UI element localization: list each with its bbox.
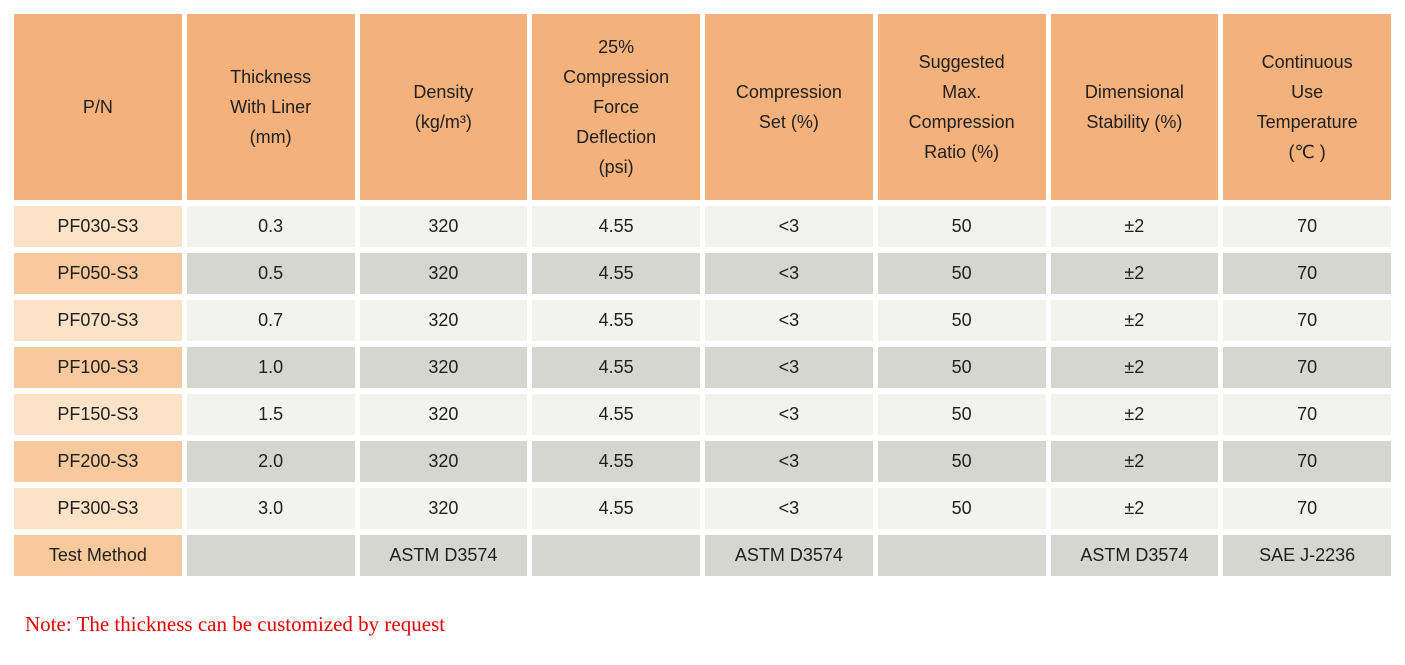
cell-test-method-value bbox=[186, 535, 355, 576]
cell-pn: PF200-S3 bbox=[14, 441, 182, 482]
table-row: PF100-S3 1.0 320 4.55 <3 50 ±2 70 bbox=[14, 347, 1391, 388]
cell-value: 0.7 bbox=[186, 300, 355, 341]
cell-value: ±2 bbox=[1050, 441, 1219, 482]
cell-value: 4.55 bbox=[532, 347, 700, 388]
column-header-pn: P/N bbox=[14, 14, 182, 200]
table-row: PF030-S3 0.3 320 4.55 <3 50 ±2 70 bbox=[14, 206, 1391, 247]
cell-value: 320 bbox=[359, 206, 528, 247]
cell-value: <3 bbox=[705, 347, 873, 388]
cell-value: 50 bbox=[877, 441, 1046, 482]
note-text: Note: The thickness can be customized by… bbox=[25, 612, 446, 636]
header-row: P/N Thickness With Liner (mm) Density (k… bbox=[14, 14, 1391, 200]
cell-value: 70 bbox=[1223, 394, 1391, 435]
cell-value: 50 bbox=[877, 488, 1046, 529]
cell-test-method-value: ASTM D3574 bbox=[359, 535, 528, 576]
table-row: PF050-S3 0.5 320 4.55 <3 50 ±2 70 bbox=[14, 253, 1391, 294]
cell-value: 70 bbox=[1223, 300, 1391, 341]
cell-pn: PF030-S3 bbox=[14, 206, 182, 247]
table-row: PF070-S3 0.7 320 4.55 <3 50 ±2 70 bbox=[14, 300, 1391, 341]
cell-value: <3 bbox=[705, 300, 873, 341]
cell-value: 320 bbox=[359, 488, 528, 529]
cell-value: 320 bbox=[359, 300, 528, 341]
cell-test-method-label: Test Method bbox=[14, 535, 182, 576]
cell-value: 320 bbox=[359, 394, 528, 435]
table-row: PF300-S3 3.0 320 4.55 <3 50 ±2 70 bbox=[14, 488, 1391, 529]
cell-pn: PF050-S3 bbox=[14, 253, 182, 294]
spec-table-header: P/N Thickness With Liner (mm) Density (k… bbox=[14, 14, 1391, 200]
cell-value: 70 bbox=[1223, 206, 1391, 247]
cell-value: 320 bbox=[359, 253, 528, 294]
cell-value: <3 bbox=[705, 206, 873, 247]
cell-value: 3.0 bbox=[186, 488, 355, 529]
cell-value: 50 bbox=[877, 347, 1046, 388]
cell-value: <3 bbox=[705, 441, 873, 482]
cell-value: 4.55 bbox=[532, 253, 700, 294]
cell-test-method-value bbox=[877, 535, 1046, 576]
spec-table: P/N Thickness With Liner (mm) Density (k… bbox=[9, 8, 1396, 582]
cell-value: ±2 bbox=[1050, 253, 1219, 294]
table-row: PF200-S3 2.0 320 4.55 <3 50 ±2 70 bbox=[14, 441, 1391, 482]
cell-pn: PF070-S3 bbox=[14, 300, 182, 341]
cell-value: ±2 bbox=[1050, 488, 1219, 529]
cell-value: 70 bbox=[1223, 488, 1391, 529]
cell-test-method-value: ASTM D3574 bbox=[1050, 535, 1219, 576]
cell-value: ±2 bbox=[1050, 300, 1219, 341]
cell-value: 50 bbox=[877, 206, 1046, 247]
cell-test-method-value bbox=[532, 535, 700, 576]
cell-pn: PF150-S3 bbox=[14, 394, 182, 435]
column-header-dimensional-stability: Dimensional Stability (%) bbox=[1050, 14, 1219, 200]
cell-value: 4.55 bbox=[532, 300, 700, 341]
cell-value: 50 bbox=[877, 300, 1046, 341]
cell-value: ±2 bbox=[1050, 347, 1219, 388]
cell-test-method-value: ASTM D3574 bbox=[705, 535, 873, 576]
cell-value: ±2 bbox=[1050, 206, 1219, 247]
test-method-row: Test Method ASTM D3574 ASTM D3574 ASTM D357… bbox=[14, 535, 1391, 576]
cell-value: 70 bbox=[1223, 253, 1391, 294]
cell-value: ±2 bbox=[1050, 394, 1219, 435]
column-header-max-compression-ratio: Suggested Max. Compression Ratio (%) bbox=[877, 14, 1046, 200]
cell-value: 4.55 bbox=[532, 441, 700, 482]
cell-test-method-value: SAE J-2236 bbox=[1223, 535, 1391, 576]
cell-value: 4.55 bbox=[532, 394, 700, 435]
cell-value: 4.55 bbox=[532, 206, 700, 247]
column-header-continuous-use-temperature: Continuous Use Temperature (℃ ) bbox=[1223, 14, 1391, 200]
cell-pn: PF300-S3 bbox=[14, 488, 182, 529]
spec-table-body: PF030-S3 0.3 320 4.55 <3 50 ±2 70 PF050-S3 0.5 320… bbox=[14, 206, 1391, 576]
cell-value: 50 bbox=[877, 253, 1046, 294]
table-row: PF150-S3 1.5 320 4.55 <3 50 ±2 70 bbox=[14, 394, 1391, 435]
cell-value: <3 bbox=[705, 488, 873, 529]
cell-value: 0.3 bbox=[186, 206, 355, 247]
cell-value: <3 bbox=[705, 253, 873, 294]
column-header-compression-force-deflection: 25% Compression Force Deflection (psi) bbox=[532, 14, 700, 200]
cell-value: 320 bbox=[359, 441, 528, 482]
column-header-thickness: Thickness With Liner (mm) bbox=[186, 14, 355, 200]
cell-pn: PF100-S3 bbox=[14, 347, 182, 388]
cell-value: 2.0 bbox=[186, 441, 355, 482]
cell-value: 1.0 bbox=[186, 347, 355, 388]
cell-value: 70 bbox=[1223, 347, 1391, 388]
column-header-density: Density (kg/m³) bbox=[359, 14, 528, 200]
cell-value: 4.55 bbox=[532, 488, 700, 529]
cell-value: 50 bbox=[877, 394, 1046, 435]
column-header-compression-set: Compression Set (%) bbox=[705, 14, 873, 200]
cell-value: 0.5 bbox=[186, 253, 355, 294]
cell-value: 1.5 bbox=[186, 394, 355, 435]
cell-value: <3 bbox=[705, 394, 873, 435]
cell-value: 70 bbox=[1223, 441, 1391, 482]
cell-value: 320 bbox=[359, 347, 528, 388]
